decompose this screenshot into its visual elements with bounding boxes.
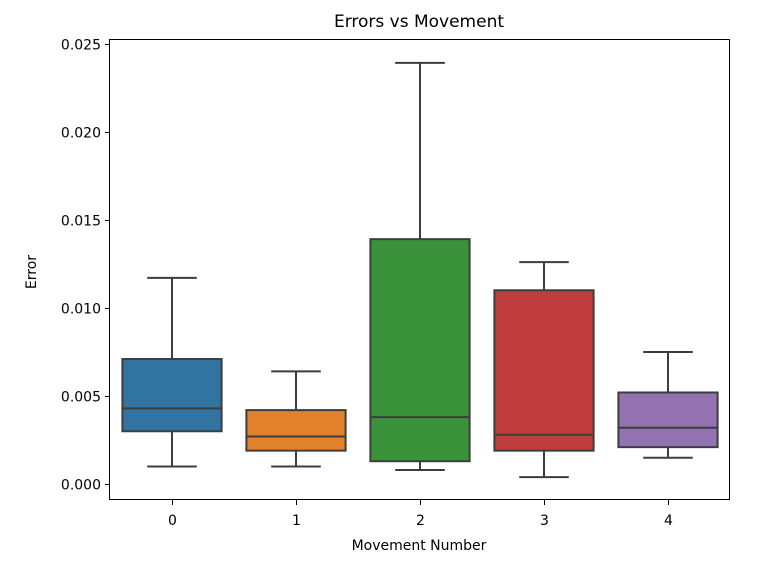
- y-tick-label: 0.010: [61, 302, 101, 318]
- y-tick-label: 0.005: [61, 390, 101, 406]
- x-tick-label: 2: [416, 513, 425, 529]
- y-axis-label: Error: [24, 255, 40, 289]
- box-group-1: [245, 370, 347, 468]
- x-tick-label: 1: [292, 513, 301, 529]
- axes-frame: [109, 39, 730, 500]
- x-tick-label: 0: [168, 513, 177, 529]
- box-group-4: [617, 350, 719, 459]
- x-tick-label: 3: [540, 513, 549, 529]
- x-axis-label: Movement Number: [352, 538, 487, 554]
- y-axis: 0.000 0.005 0.010 0.015 0.020 0.025: [61, 38, 110, 494]
- y-tick-label: 0.025: [61, 38, 101, 54]
- box: [369, 238, 471, 463]
- box: [121, 358, 223, 433]
- y-tick-label: 0.000: [61, 478, 101, 494]
- x-tick-label: 4: [664, 513, 673, 529]
- box: [493, 289, 595, 452]
- box: [245, 409, 347, 452]
- box-group-0: [121, 276, 223, 468]
- y-tick-label: 0.020: [61, 126, 101, 142]
- box-group-2: [369, 61, 471, 472]
- chart-title: Errors vs Movement: [334, 12, 504, 32]
- plot-area: [121, 61, 719, 479]
- box-group-3: [493, 261, 595, 479]
- y-tick-label: 0.015: [61, 214, 101, 230]
- x-axis: 0 1 2 3 4: [168, 500, 673, 529]
- box: [617, 391, 719, 449]
